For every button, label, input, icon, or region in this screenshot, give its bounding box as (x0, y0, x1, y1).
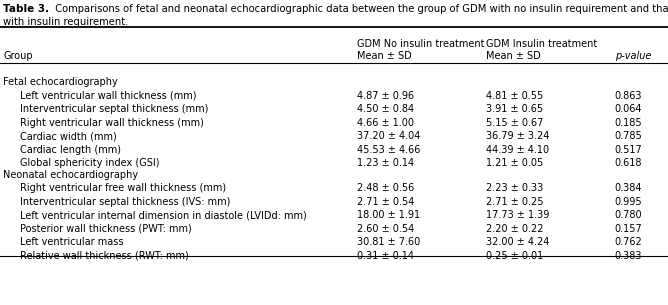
Text: 37.20 ± 4.04: 37.20 ± 4.04 (357, 131, 421, 142)
Text: 18.00 ± 1.91: 18.00 ± 1.91 (357, 210, 420, 221)
Text: 45.53 ± 4.66: 45.53 ± 4.66 (357, 145, 421, 155)
Text: Posterior wall thickness (PWT: mm): Posterior wall thickness (PWT: mm) (20, 224, 192, 234)
Text: 0.762: 0.762 (615, 238, 643, 247)
Text: 0.863: 0.863 (615, 91, 642, 101)
Text: 1.21 ± 0.05: 1.21 ± 0.05 (486, 159, 543, 168)
Text: 36.79 ± 3.24: 36.79 ± 3.24 (486, 131, 549, 142)
Text: 44.39 ± 4.10: 44.39 ± 4.10 (486, 145, 548, 155)
Text: 0.517: 0.517 (615, 145, 643, 155)
Text: 2.20 ± 0.22: 2.20 ± 0.22 (486, 224, 543, 234)
Text: Mean ± SD: Mean ± SD (486, 51, 540, 61)
Text: Left ventricular internal dimension in diastole (LVIDd: mm): Left ventricular internal dimension in d… (20, 210, 307, 221)
Text: Global sphericity index (GSI): Global sphericity index (GSI) (20, 159, 160, 168)
Text: 0.383: 0.383 (615, 251, 642, 261)
Text: 4.66 ± 1.00: 4.66 ± 1.00 (357, 118, 414, 128)
Text: 0.384: 0.384 (615, 183, 642, 193)
Text: Right ventricular free wall thickness (mm): Right ventricular free wall thickness (m… (20, 183, 226, 193)
Text: Mean ± SD: Mean ± SD (357, 51, 412, 61)
Text: 2.60 ± 0.54: 2.60 ± 0.54 (357, 224, 415, 234)
Text: GDM Insulin treatment: GDM Insulin treatment (486, 39, 597, 49)
Text: 0.25 ± 0.01: 0.25 ± 0.01 (486, 251, 543, 261)
Text: 30.81 ± 7.60: 30.81 ± 7.60 (357, 238, 421, 247)
Text: Comparisons of fetal and neonatal echocardiographic data between the group of GD: Comparisons of fetal and neonatal echoca… (49, 4, 668, 14)
Text: 0.064: 0.064 (615, 105, 642, 114)
Text: Interventricular septal thickness (IVS: mm): Interventricular septal thickness (IVS: … (20, 197, 230, 207)
Text: p-value: p-value (615, 51, 651, 61)
Text: Fetal echocardiography: Fetal echocardiography (3, 77, 118, 88)
Text: 2.23 ± 0.33: 2.23 ± 0.33 (486, 183, 543, 193)
Text: 0.618: 0.618 (615, 159, 642, 168)
Text: 0.31 ± 0.14: 0.31 ± 0.14 (357, 251, 414, 261)
Text: with insulin requirement.: with insulin requirement. (3, 17, 129, 27)
Text: 4.81 ± 0.55: 4.81 ± 0.55 (486, 91, 543, 101)
Text: 2.71 ± 0.54: 2.71 ± 0.54 (357, 197, 415, 207)
Text: Relative wall thickness (RWT: mm): Relative wall thickness (RWT: mm) (20, 251, 189, 261)
Text: 4.87 ± 0.96: 4.87 ± 0.96 (357, 91, 415, 101)
Text: Neonatal echocardiography: Neonatal echocardiography (3, 170, 138, 180)
Text: GDM No insulin treatment: GDM No insulin treatment (357, 39, 485, 49)
Text: Cardiac length (mm): Cardiac length (mm) (20, 145, 121, 155)
Text: Right ventricular wall thickness (mm): Right ventricular wall thickness (mm) (20, 118, 204, 128)
Text: 5.15 ± 0.67: 5.15 ± 0.67 (486, 118, 543, 128)
Text: 0.780: 0.780 (615, 210, 642, 221)
Text: Table 3.: Table 3. (3, 4, 49, 14)
Text: Left ventricular wall thickness (mm): Left ventricular wall thickness (mm) (20, 91, 196, 101)
Text: 3.91 ± 0.65: 3.91 ± 0.65 (486, 105, 543, 114)
Text: 0.185: 0.185 (615, 118, 642, 128)
Text: Group: Group (3, 51, 33, 61)
Text: 2.71 ± 0.25: 2.71 ± 0.25 (486, 197, 543, 207)
Text: 17.73 ± 1.39: 17.73 ± 1.39 (486, 210, 549, 221)
Text: 0.785: 0.785 (615, 131, 643, 142)
Text: 0.995: 0.995 (615, 197, 642, 207)
Text: 1.23 ± 0.14: 1.23 ± 0.14 (357, 159, 415, 168)
Text: Cardiac width (mm): Cardiac width (mm) (20, 131, 117, 142)
Text: 32.00 ± 4.24: 32.00 ± 4.24 (486, 238, 549, 247)
Text: 2.48 ± 0.56: 2.48 ± 0.56 (357, 183, 415, 193)
Text: Interventricular septal thickness (mm): Interventricular septal thickness (mm) (20, 105, 208, 114)
Text: 0.157: 0.157 (615, 224, 643, 234)
Text: Left ventricular mass: Left ventricular mass (20, 238, 124, 247)
Text: 4.50 ± 0.84: 4.50 ± 0.84 (357, 105, 415, 114)
